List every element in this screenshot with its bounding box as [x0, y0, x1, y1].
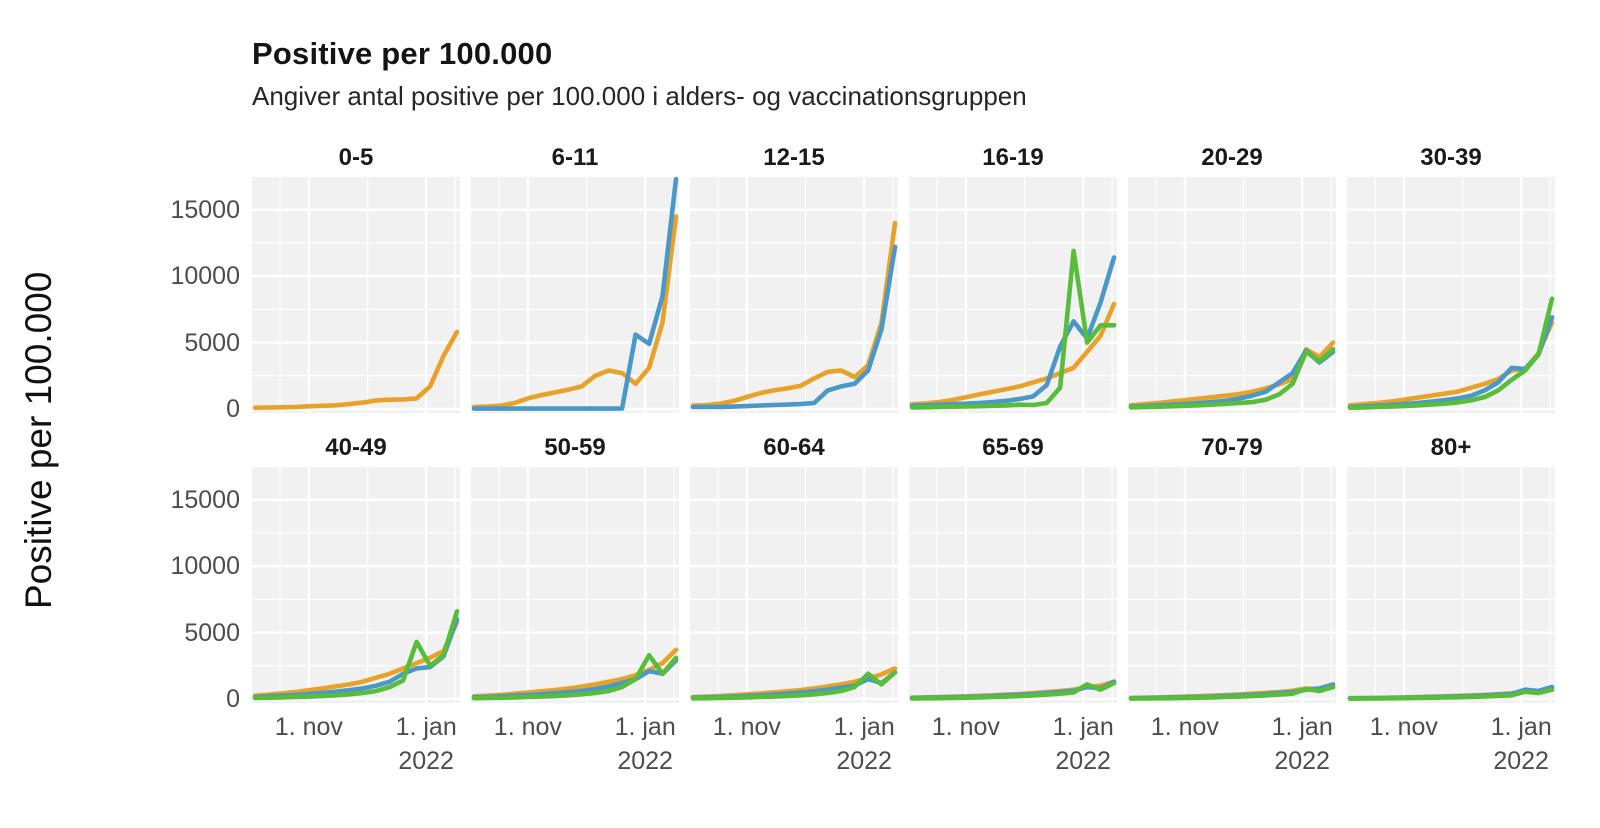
facet-panel-12-15 — [690, 176, 898, 413]
panel-plot — [909, 466, 1117, 703]
facet-panel-6-11 — [471, 176, 679, 413]
facet-panel-60-64 — [690, 466, 898, 703]
facet-title: 80+ — [1430, 434, 1472, 461]
x-tick-label: 1. jan 2022 — [833, 713, 895, 775]
series-line-blue — [909, 255, 1117, 408]
facet-title: 70-79 — [1201, 434, 1263, 461]
y-tick-label: 10000 — [170, 552, 240, 581]
series-line-green — [909, 680, 1117, 701]
facet-panel-80+ — [1347, 466, 1555, 703]
x-tick-label: 1. jan 2022 — [1271, 713, 1333, 775]
facet-panel-0-5 — [252, 176, 460, 413]
chart-subtitle: Angiver antal positive per 100.000 i ald… — [252, 81, 1027, 111]
x-tick-label: 1. nov — [931, 713, 1000, 741]
facet-panel-16-19 — [909, 176, 1117, 413]
facet-panel-30-39 — [1347, 176, 1555, 413]
x-tick-label: 1. nov — [274, 713, 343, 741]
panel-plot — [1347, 466, 1555, 703]
x-tick-label: 1. nov — [493, 713, 562, 741]
x-tick-label: 1. nov — [1369, 713, 1438, 741]
facet-title: 40-49 — [325, 434, 387, 461]
series-line-orange — [909, 301, 1117, 407]
facet-title: 20-29 — [1201, 144, 1263, 171]
facet-panel-70-79 — [1128, 466, 1336, 703]
facet-title: 65-69 — [982, 434, 1044, 461]
x-tick-label: 1. jan 2022 — [614, 713, 676, 775]
x-axis-labels: 1. nov 1. jan 2022 — [471, 703, 679, 783]
series-line-green — [471, 652, 679, 701]
panel-plot — [471, 466, 679, 703]
series-line-orange — [252, 619, 460, 698]
series-line-blue — [471, 176, 679, 411]
panel-plot — [1347, 176, 1555, 413]
facet-panel-20-29 — [1128, 176, 1336, 413]
x-tick-label: 1. jan 2022 — [1052, 713, 1114, 775]
facet-panel-65-69 — [909, 466, 1117, 703]
facet-panel-50-59 — [471, 466, 679, 703]
panel-plot — [1128, 176, 1336, 413]
panel-plot — [1128, 466, 1336, 703]
x-axis-labels: 1. nov 1. jan 2022 — [1128, 703, 1336, 783]
facet-title: 50-59 — [544, 434, 606, 461]
series-line-green — [252, 609, 460, 701]
y-tick-label: 0 — [226, 685, 240, 713]
x-tick-label: 1. nov — [1150, 713, 1219, 741]
facet-title: 30-39 — [1420, 144, 1482, 171]
y-tick-label: 15000 — [170, 485, 240, 514]
y-tick-label: 15000 — [170, 195, 240, 224]
facet-title: 0-5 — [338, 144, 374, 171]
x-axis-labels: 1. nov 1. jan 2022 — [690, 703, 898, 783]
facet-title: 16-19 — [982, 144, 1044, 171]
series-line-green — [1347, 296, 1555, 410]
y-tick-label: 5000 — [184, 618, 240, 647]
facet-panel-40-49 — [252, 466, 460, 703]
series-line-orange — [471, 214, 679, 410]
series-line-green — [909, 248, 1117, 410]
y-tick-label: 10000 — [170, 262, 240, 291]
y-tick-label: 5000 — [184, 328, 240, 357]
series-line-blue — [690, 244, 898, 410]
facet-title: 12-15 — [763, 144, 825, 171]
x-tick-label: 1. nov — [712, 713, 781, 741]
series-line-orange — [252, 329, 460, 410]
series-line-green — [1128, 346, 1336, 410]
series-line-orange — [690, 220, 898, 408]
series-line-green — [690, 670, 898, 701]
series-line-green — [1347, 687, 1555, 701]
x-tick-label: 1. jan 2022 — [1490, 713, 1552, 775]
x-axis-labels: 1. nov 1. jan 2022 — [252, 703, 460, 783]
panel-plot — [252, 466, 460, 703]
panel-plot — [471, 176, 679, 413]
y-tick-label: 0 — [226, 395, 240, 423]
chart-title: Positive per 100.000 — [252, 36, 553, 71]
facet-title: 6-11 — [551, 144, 599, 171]
x-axis-labels: 1. nov 1. jan 2022 — [1347, 703, 1555, 783]
panel-plot — [690, 176, 898, 413]
panel-plot — [909, 176, 1117, 413]
facet-grid: 0-5 6-11 12-15 16-19 20-29 30-39 40-49 50-59 60-… — [252, 142, 1555, 828]
x-tick-label: 1. jan 2022 — [395, 713, 457, 775]
panel-plot — [252, 176, 460, 413]
x-axis-labels: 1. nov 1. jan 2022 — [909, 703, 1117, 783]
series-line-green — [1128, 684, 1336, 701]
panel-plot — [690, 466, 898, 703]
facet-title: 60-64 — [763, 434, 825, 461]
chart-header: Positive per 100.000 Angiver antal posit… — [252, 36, 1027, 112]
